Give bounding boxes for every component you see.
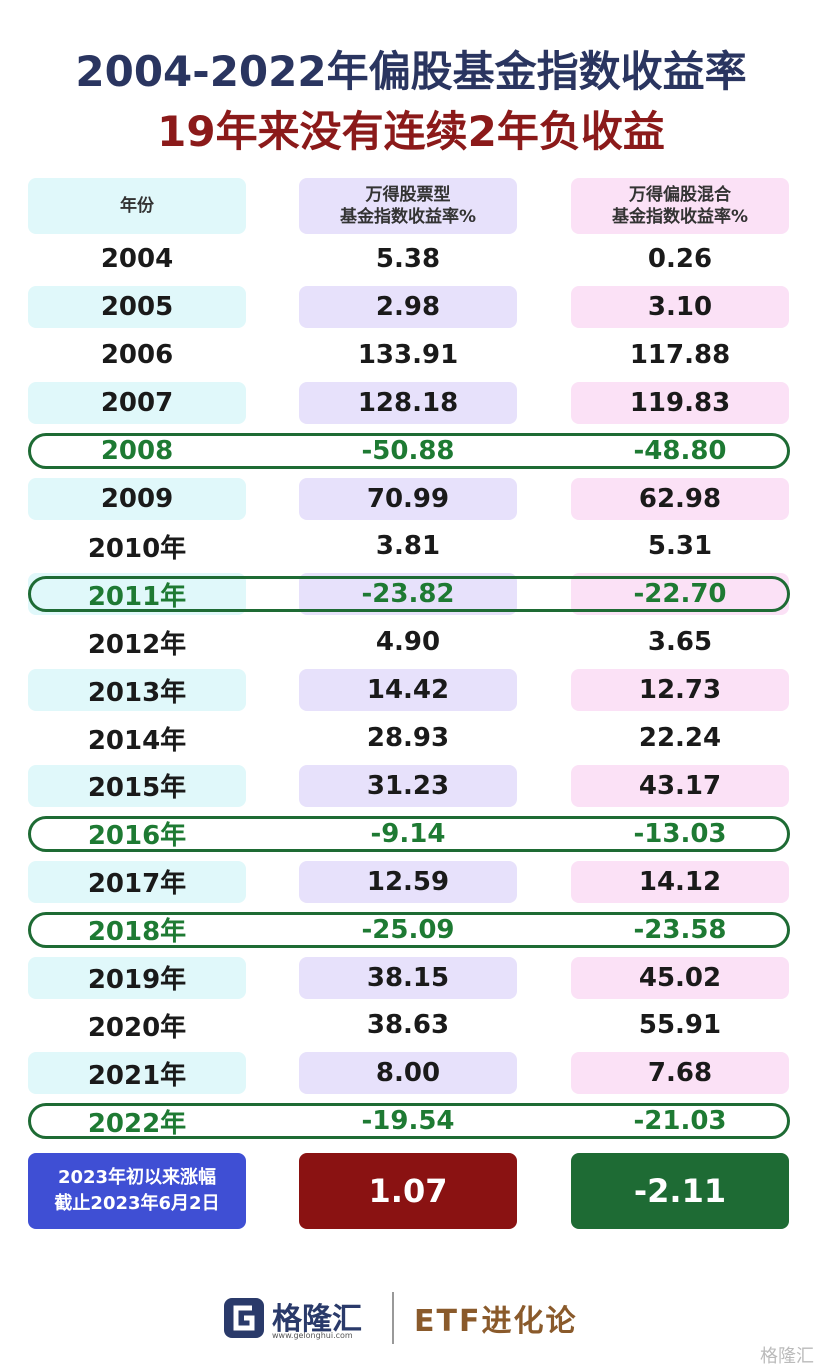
value-cell: -48.80 bbox=[633, 435, 727, 466]
value-cell: 70.99 bbox=[299, 477, 517, 520]
value-cell: -19.54 bbox=[361, 1106, 455, 1137]
year-cell: 2012年 bbox=[87, 629, 187, 660]
year-cell: 2019年 bbox=[28, 956, 246, 999]
year-cell: 2022年 bbox=[87, 1108, 187, 1139]
value-cell: 119.83 bbox=[571, 381, 789, 424]
year-cell: 2011年 bbox=[28, 573, 246, 616]
value-cell: 62.98 bbox=[571, 477, 789, 520]
value-cell: -9.14 bbox=[370, 818, 446, 849]
value-cell: 4.90 bbox=[375, 627, 441, 658]
summary-cell: -2.11 bbox=[571, 1153, 789, 1229]
logo-icon bbox=[224, 1298, 264, 1338]
value-cell: -23.58 bbox=[633, 914, 727, 945]
year-cell: 2005 bbox=[28, 285, 246, 328]
value-cell: 31.23 bbox=[299, 764, 517, 807]
value-cell: 12.73 bbox=[571, 669, 789, 712]
highlight-ring bbox=[28, 432, 790, 469]
value-cell: -25.09 bbox=[361, 914, 455, 945]
summary-cell: 2023年初以来涨幅 截止2023年6月2日 bbox=[28, 1153, 246, 1229]
value-cell: 22.24 bbox=[638, 723, 722, 753]
highlight-ring bbox=[28, 815, 790, 852]
title: 2004-2022年偏股基金指数收益率 bbox=[75, 47, 747, 96]
value-cell: 117.88 bbox=[629, 339, 731, 370]
subtitle: 19年来没有连续2年负收益 bbox=[157, 107, 665, 156]
logo-text: 格隆汇 bbox=[272, 1302, 362, 1337]
value-cell: 43.17 bbox=[571, 764, 789, 807]
value-cell: 14.12 bbox=[571, 860, 789, 903]
value-cell: 3.10 bbox=[571, 285, 789, 328]
value-cell: -23.82 bbox=[299, 573, 517, 616]
value-cell: -50.88 bbox=[361, 435, 455, 466]
value-cell: 38.63 bbox=[366, 1010, 450, 1041]
value-cell: 2.98 bbox=[299, 285, 517, 328]
year-cell: 2015年 bbox=[28, 764, 246, 807]
watermark: 格隆汇 bbox=[760, 1346, 814, 1367]
value-cell: 133.91 bbox=[357, 339, 459, 370]
logo-url: www.gelonghui.com bbox=[272, 1331, 353, 1340]
year-cell: 2007 bbox=[28, 381, 246, 424]
brand: ETF进化论 bbox=[414, 1304, 578, 1339]
value-cell: 14.42 bbox=[299, 669, 517, 712]
value-cell: 7.68 bbox=[571, 1052, 789, 1095]
year-cell: 2004 bbox=[100, 244, 174, 274]
highlight-ring bbox=[28, 576, 790, 613]
year-cell: 2020年 bbox=[87, 1012, 187, 1043]
value-cell: -21.03 bbox=[633, 1106, 727, 1137]
value-cell: 8.00 bbox=[299, 1052, 517, 1095]
header-cell: 年份 bbox=[28, 178, 246, 234]
value-cell: -13.03 bbox=[633, 818, 727, 849]
highlight-ring bbox=[28, 1103, 790, 1140]
value-cell: 45.02 bbox=[571, 956, 789, 999]
year-cell: 2009 bbox=[28, 477, 246, 520]
value-cell: 5.38 bbox=[375, 244, 441, 274]
summary-cell: 1.07 bbox=[299, 1153, 517, 1229]
value-cell: 3.65 bbox=[647, 627, 713, 658]
value-cell: 38.15 bbox=[299, 956, 517, 999]
value-cell: 0.26 bbox=[647, 244, 713, 274]
value-cell: -22.70 bbox=[571, 573, 789, 616]
year-cell: 2016年 bbox=[87, 821, 187, 852]
value-cell: 5.31 bbox=[647, 531, 713, 562]
year-cell: 2018年 bbox=[87, 917, 187, 948]
value-cell: 3.81 bbox=[375, 531, 441, 562]
year-cell: 2008 bbox=[100, 435, 174, 466]
divider bbox=[392, 1292, 394, 1344]
value-cell: 28.93 bbox=[366, 723, 450, 753]
year-cell: 2014年 bbox=[87, 725, 187, 756]
value-cell: 12.59 bbox=[299, 860, 517, 903]
value-cell: 55.91 bbox=[638, 1010, 722, 1041]
year-cell: 2006 bbox=[100, 339, 174, 370]
year-cell: 2021年 bbox=[28, 1052, 246, 1095]
year-cell: 2017年 bbox=[28, 860, 246, 903]
year-cell: 2010年 bbox=[87, 533, 187, 564]
value-cell: 128.18 bbox=[299, 381, 517, 424]
year-cell: 2013年 bbox=[28, 669, 246, 712]
header-cell: 万得偏股混合 基金指数收益率% bbox=[571, 178, 789, 234]
highlight-ring bbox=[28, 911, 790, 948]
header-cell: 万得股票型 基金指数收益率% bbox=[299, 178, 517, 234]
